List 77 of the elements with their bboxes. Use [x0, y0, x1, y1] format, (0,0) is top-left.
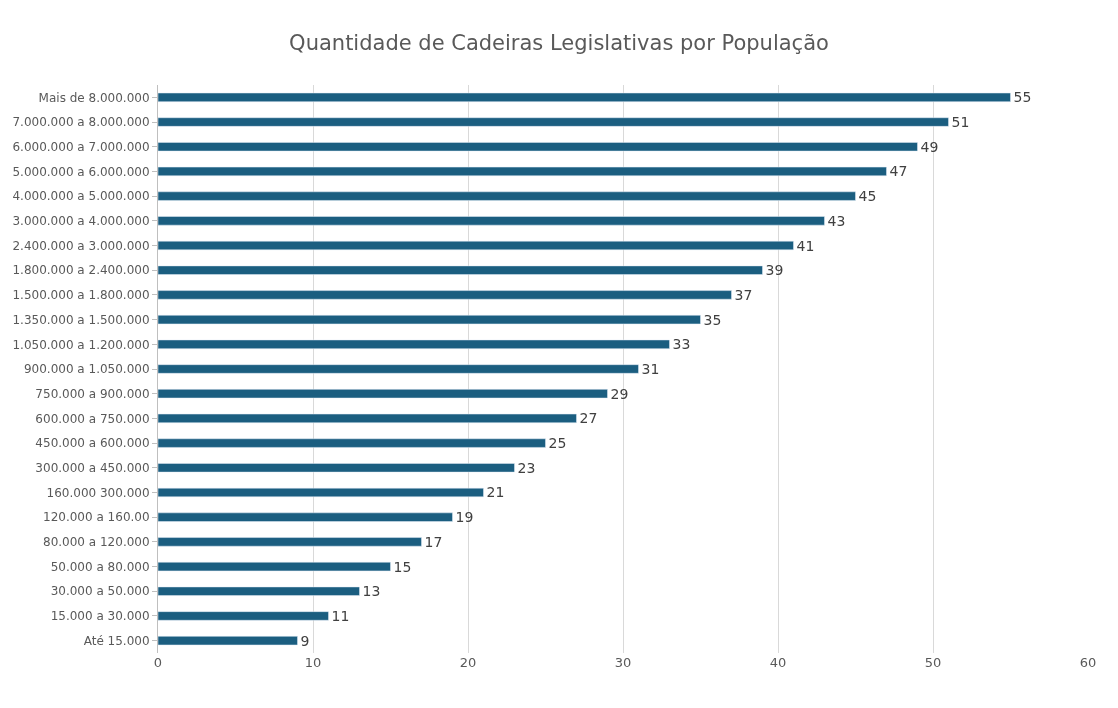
bar — [158, 537, 422, 547]
bar — [158, 487, 484, 498]
data-label: 35 — [703, 311, 722, 328]
data-label: 41 — [796, 237, 815, 254]
y-tick-label: 50.000 a 80.000 — [50, 559, 150, 574]
y-tick-label: 4.000.000 a 5.000.000 — [12, 189, 150, 204]
data-label: 37 — [734, 286, 753, 303]
x-tick-label: 40 — [769, 655, 787, 670]
bar — [158, 463, 515, 473]
y-tick-label: 900.000 a 1.050.000 — [23, 362, 150, 377]
x-tick-label: 0 — [153, 655, 163, 670]
data-label: 17 — [424, 533, 443, 550]
y-tick-label: 30.000 a 50.000 — [50, 584, 150, 599]
bar — [158, 315, 701, 325]
x-tick-label: 30 — [614, 655, 632, 670]
data-label: 43 — [827, 212, 846, 229]
data-label: 39 — [765, 262, 784, 279]
data-label: 15 — [393, 558, 412, 575]
y-tick-label: 1.350.000 a 1.500.000 — [12, 312, 150, 327]
bar — [158, 290, 732, 300]
x-tick-label: 20 — [459, 655, 477, 670]
bar — [158, 265, 763, 275]
y-tick-label: 1.800.000 a 2.400.000 — [12, 263, 150, 278]
data-label: 9 — [300, 632, 310, 649]
x-tick-label: 10 — [304, 655, 322, 670]
bar — [158, 561, 391, 572]
y-tick-label: 5.000.000 a 6.000.000 — [12, 164, 150, 179]
data-label: 31 — [641, 361, 660, 377]
data-label: 21 — [486, 484, 505, 501]
y-tick-label: Até 15.000 — [83, 633, 150, 648]
y-tick-label: Mais de 8.000.000 — [38, 90, 150, 105]
y-tick-label: 80.000 a 120.000 — [43, 535, 150, 550]
bar — [158, 240, 794, 251]
bar — [158, 142, 918, 152]
y-tick-label: 300.000 a 450.000 — [35, 460, 150, 475]
y-tick-label: 15.000 a 30.000 — [50, 609, 150, 624]
y-tick-label: 600.000 a 750.000 — [35, 411, 150, 426]
data-label: 33 — [672, 336, 691, 353]
y-tick-label: 160.000 300.000 — [46, 485, 150, 500]
chart-title: Quantidade de Cadeiras Legislativas por População — [289, 31, 829, 56]
bar — [158, 216, 825, 226]
y-tick-label: 1.500.000 a 1.800.000 — [12, 288, 150, 303]
data-label: 23 — [517, 459, 536, 476]
bar — [158, 191, 856, 201]
bar — [158, 364, 639, 374]
y-tick-label: 750.000 a 900.000 — [35, 386, 150, 401]
data-label: 19 — [455, 509, 474, 526]
bar — [158, 438, 546, 448]
y-tick-label: 120.000 a 160.00 — [43, 510, 150, 525]
bar — [158, 586, 360, 596]
data-label: 45 — [858, 188, 877, 205]
data-label: 11 — [331, 607, 350, 624]
y-tick-label: 7.000.000 a 8.000.000 — [12, 115, 150, 130]
data-label: 29 — [610, 385, 629, 402]
data-label: 27 — [579, 410, 598, 427]
bar — [158, 389, 608, 399]
bar — [158, 339, 670, 349]
bar — [158, 92, 1011, 102]
data-label: 47 — [889, 163, 908, 180]
bar — [158, 636, 298, 646]
bar — [158, 512, 453, 522]
y-tick-label: 3.000.000 a 4.000.000 — [12, 214, 150, 229]
data-label: 25 — [548, 435, 567, 452]
bar — [158, 117, 949, 127]
data-label: 55 — [1013, 89, 1032, 106]
bar — [158, 413, 577, 423]
x-tick-label: 60 — [1079, 655, 1097, 670]
y-tick-label: 1.050.000 a 1.200.000 — [12, 337, 150, 352]
x-tick-label: 50 — [924, 655, 942, 670]
y-tick-label: 2.400.000 a 3.000.000 — [12, 238, 150, 253]
bar — [158, 166, 887, 177]
data-label: 49 — [920, 138, 939, 155]
bar — [158, 611, 329, 621]
data-label: 51 — [951, 114, 970, 131]
y-tick-label: 450.000 a 600.000 — [35, 436, 150, 451]
y-tick-label: 6.000.000 a 7.000.000 — [12, 139, 150, 154]
data-label: 13 — [362, 583, 381, 600]
